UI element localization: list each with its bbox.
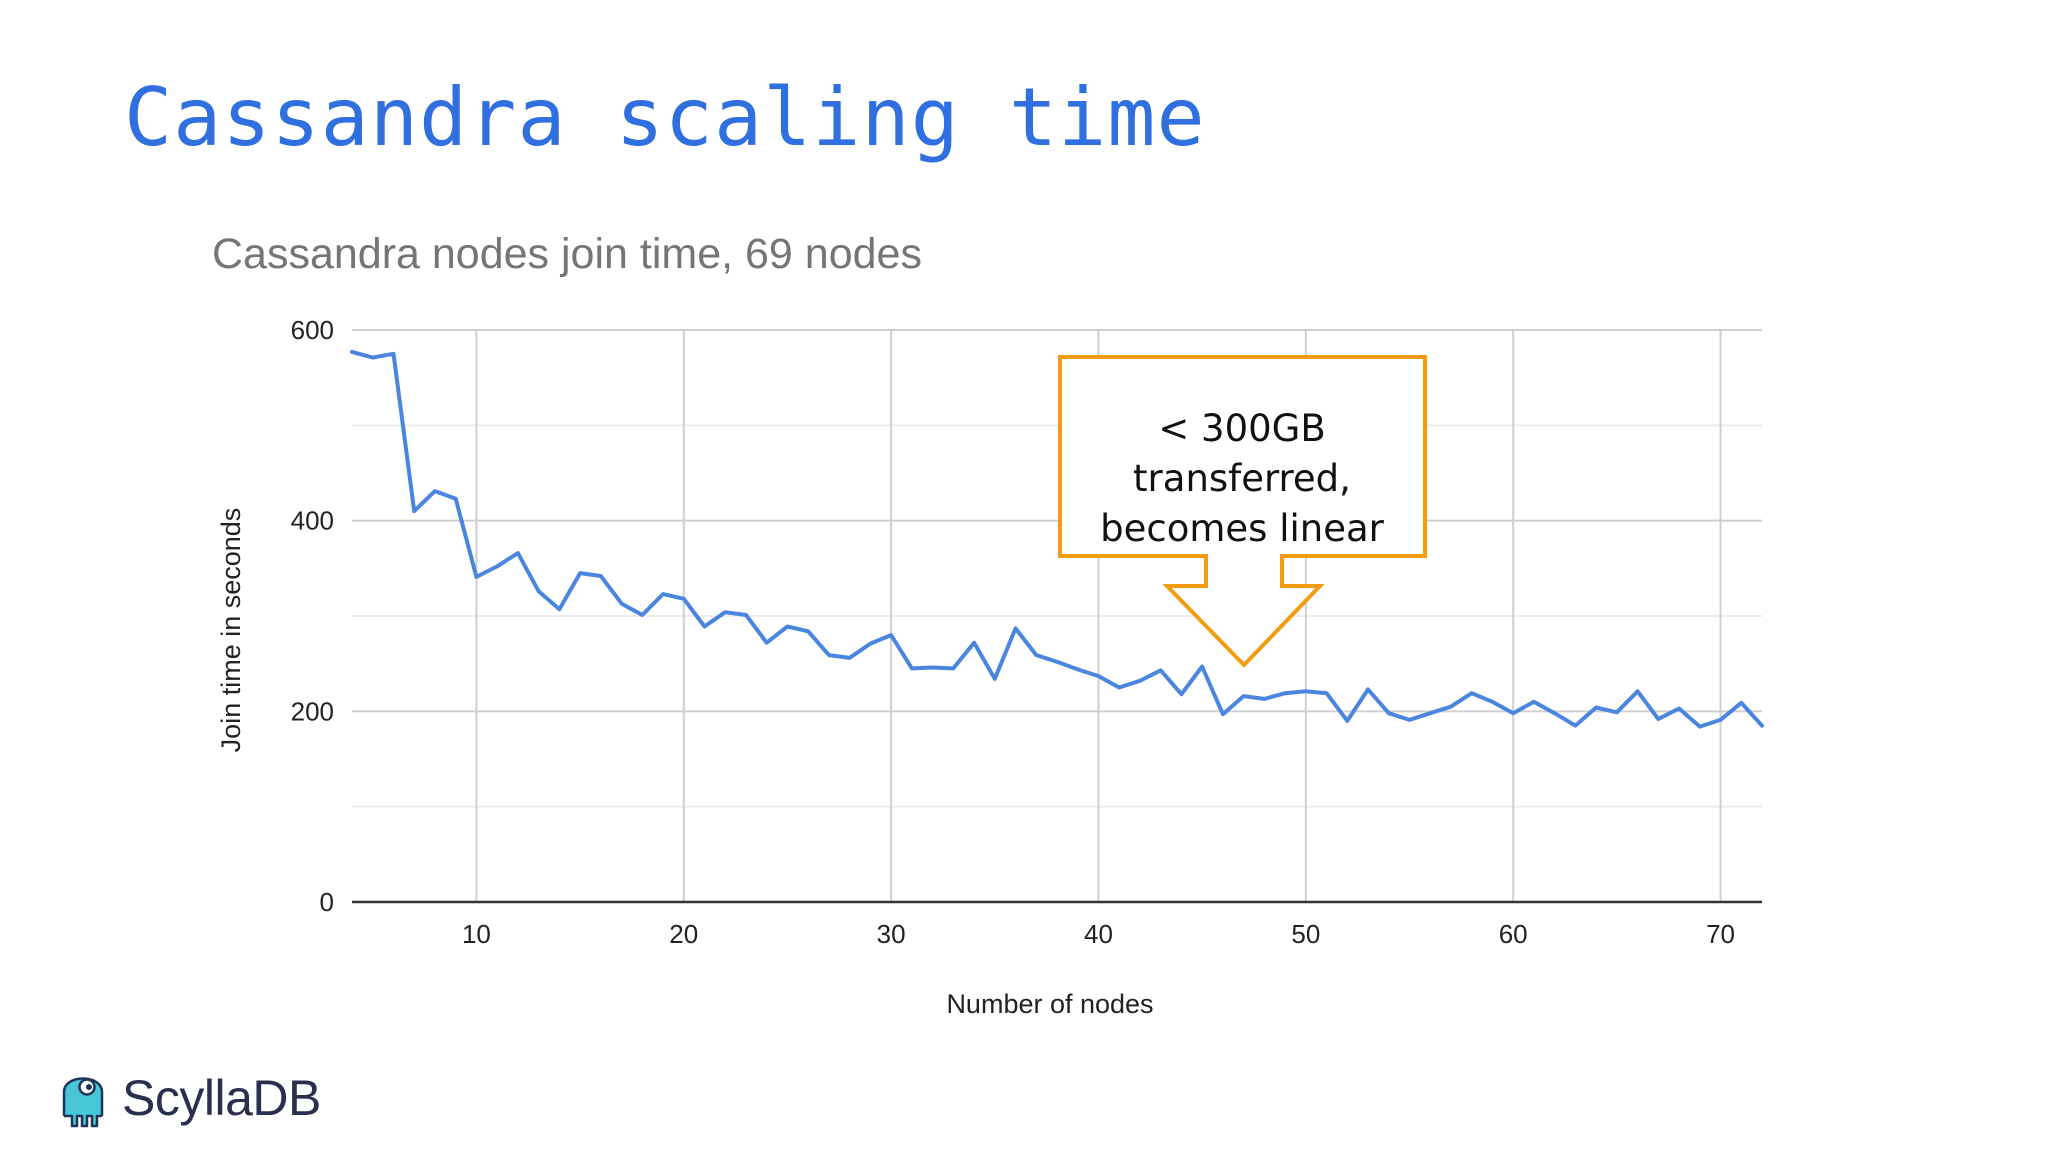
scylla-octopus-icon bbox=[62, 1077, 104, 1128]
chart-tick-labels: 10 20 30 40 50 60 70 0 200 400 600 bbox=[291, 315, 1735, 949]
annotation-line-1: < 300GB transferred, bbox=[1133, 407, 1351, 500]
x-tick-label: 70 bbox=[1706, 919, 1735, 949]
y-tick-label: 600 bbox=[291, 315, 334, 345]
slide-title: Cassandra scaling time bbox=[124, 71, 1206, 164]
x-axis-title: Number of nodes bbox=[946, 989, 1153, 1019]
annotation-text: < 300GB transferred, becomes linear bbox=[1062, 404, 1422, 554]
x-tick-label: 60 bbox=[1499, 919, 1528, 949]
brand-name: ScyllaDB bbox=[122, 1070, 321, 1126]
chart-gridlines bbox=[352, 329, 1762, 904]
chart-title: Cassandra nodes join time, 69 nodes bbox=[212, 230, 922, 278]
x-tick-label: 20 bbox=[669, 919, 698, 949]
series-line-join-time bbox=[350, 349, 1764, 729]
x-tick-label: 50 bbox=[1291, 919, 1320, 949]
y-tick-label: 0 bbox=[320, 887, 334, 917]
x-tick-label: 30 bbox=[877, 919, 906, 949]
y-tick-label: 400 bbox=[291, 506, 334, 536]
annotation-line-2: becomes linear bbox=[1100, 507, 1384, 550]
y-tick-label: 200 bbox=[291, 696, 334, 726]
annotation-callout-box bbox=[1058, 355, 1427, 668]
brand-logo: ScyllaDB bbox=[58, 1065, 321, 1131]
y-axis-title: Join time in seconds bbox=[216, 508, 246, 753]
x-tick-label: 10 bbox=[462, 919, 491, 949]
x-tick-label: 40 bbox=[1084, 919, 1113, 949]
